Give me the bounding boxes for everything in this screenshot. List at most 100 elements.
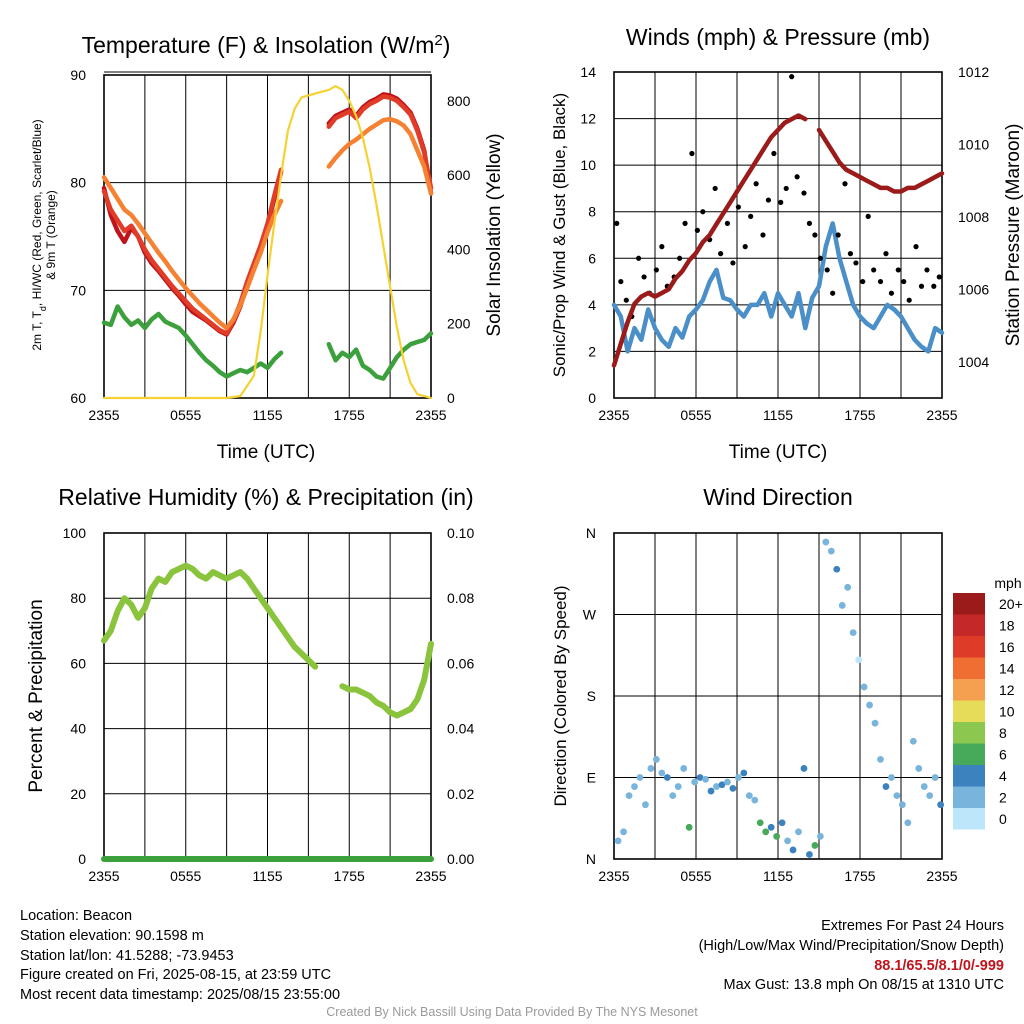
gust-point bbox=[765, 197, 772, 203]
colorbar-swatch bbox=[953, 636, 985, 658]
colorbar-label: 2 bbox=[999, 790, 1007, 806]
y-right-tick-label: 0.08 bbox=[447, 590, 474, 606]
gust-point bbox=[817, 255, 823, 261]
colorbar-swatch bbox=[953, 722, 985, 744]
direction-point bbox=[893, 792, 901, 800]
direction-point bbox=[713, 783, 720, 790]
gust-point bbox=[871, 267, 877, 273]
winds-title: Winds (mph) & Pressure (mb) bbox=[626, 24, 930, 50]
direction-point bbox=[707, 787, 715, 795]
colorbar-label: 10 bbox=[999, 704, 1015, 720]
y-tick-label: 20 bbox=[70, 786, 86, 802]
latlon-text: Station lat/lon: 41.5288; -73.9453 bbox=[20, 947, 234, 964]
direction-point bbox=[904, 819, 912, 827]
direction-point bbox=[800, 765, 808, 772]
colorbar-title: mph bbox=[994, 575, 1021, 591]
extremes-info: Extremes For Past 24 Hours (High/Low/Max… bbox=[699, 917, 1004, 996]
x-tick-label: 0555 bbox=[680, 407, 711, 423]
direction-point bbox=[937, 801, 945, 809]
gust-point bbox=[636, 255, 642, 261]
direction-point bbox=[702, 775, 709, 783]
y-right-tick-label: 200 bbox=[447, 316, 471, 332]
colorbar-swatch bbox=[953, 786, 985, 808]
direction-point bbox=[724, 778, 731, 786]
colorbar-label: 0 bbox=[999, 811, 1007, 827]
gust-point bbox=[778, 199, 784, 205]
gust-point bbox=[936, 274, 942, 280]
direction-point bbox=[915, 765, 923, 772]
y-tick-label: 0 bbox=[78, 851, 86, 867]
y-tick-label: 10 bbox=[580, 157, 596, 173]
colorbar-swatch bbox=[953, 743, 985, 765]
gust-point bbox=[682, 220, 688, 226]
x-tick-label: 2355 bbox=[88, 868, 119, 884]
colorbar-swatch bbox=[953, 614, 985, 636]
gust-point bbox=[801, 190, 807, 196]
y-tick-label: 60 bbox=[70, 390, 86, 406]
colorbar-swatch bbox=[953, 765, 985, 787]
gust-point bbox=[618, 278, 624, 285]
direction-point bbox=[931, 774, 939, 781]
direction-point bbox=[816, 832, 824, 840]
gust-point bbox=[888, 290, 895, 296]
gust-point bbox=[847, 251, 854, 257]
winds-ylabel-right: Station Pressure (Maroon) bbox=[1003, 124, 1024, 347]
gust-point bbox=[789, 74, 795, 80]
temperature-panel: Temperature (F) & Insolation (W/m2) Sola… bbox=[30, 32, 505, 464]
gust-point bbox=[877, 278, 884, 285]
colorbar-swatch bbox=[953, 700, 985, 722]
extremes-values: 88.1/65.5/8.1/0/-999 bbox=[874, 957, 1004, 974]
gust-point bbox=[753, 181, 759, 187]
series-line-0 bbox=[611, 221, 945, 354]
y-tick-label: 6 bbox=[588, 250, 596, 266]
plot-frame bbox=[103, 74, 432, 399]
elevation-text: Station elevation: 90.1598 m bbox=[20, 927, 204, 944]
gust-point bbox=[812, 232, 818, 238]
x-tick-label: 1155 bbox=[252, 868, 282, 884]
temperature-xlabel: Time (UTC) bbox=[217, 442, 316, 463]
y-tick-label: 80 bbox=[70, 175, 86, 191]
direction-point bbox=[620, 828, 627, 836]
direction-point bbox=[822, 538, 830, 546]
series-line-4 bbox=[102, 85, 433, 400]
y-tick-label: 60 bbox=[70, 655, 86, 671]
gust-point bbox=[913, 244, 919, 250]
x-tick-label: 1755 bbox=[844, 868, 875, 884]
colorbar-swatch bbox=[953, 679, 985, 701]
gust-point bbox=[712, 185, 718, 192]
max-gust-text: Max Gust: 13.8 mph On 08/15 at 1310 UTC bbox=[723, 977, 1004, 994]
gust-point bbox=[742, 244, 748, 250]
y-right-tick-label: 1010 bbox=[958, 136, 989, 152]
colorbar-swatch bbox=[953, 808, 985, 830]
direction-point bbox=[647, 765, 655, 772]
direction-point bbox=[866, 701, 873, 709]
direction-point bbox=[773, 832, 781, 840]
direction-point bbox=[674, 783, 682, 790]
y-right-tick-label: 0.04 bbox=[447, 721, 474, 737]
direction-point bbox=[636, 774, 644, 781]
gust-point bbox=[806, 220, 813, 226]
direction-point bbox=[734, 774, 742, 781]
winds-ylabel-left: Sonic/Prop Wind & Gust (Blue, Black) bbox=[550, 93, 569, 377]
svg-text:2m T, Td, HI/WC (Red, Green, S: 2m T, Td, HI/WC (Red, Green, Scarlet/Blu… bbox=[30, 119, 48, 350]
colorbar-label: 14 bbox=[999, 661, 1015, 677]
direction-point bbox=[729, 784, 737, 792]
direction-point bbox=[909, 737, 917, 745]
extremes-title: Extremes For Past 24 Hours bbox=[821, 918, 1004, 934]
y-tick-label: 14 bbox=[580, 64, 596, 80]
y-right-tick-label: 1006 bbox=[958, 281, 989, 297]
direction-point bbox=[745, 792, 753, 800]
series-line-2 bbox=[101, 116, 434, 331]
gust-point bbox=[830, 290, 836, 296]
gust-point bbox=[865, 213, 871, 219]
y-tick-label: N bbox=[586, 525, 596, 541]
direction-point bbox=[795, 828, 802, 836]
x-tick-label: 0555 bbox=[680, 868, 711, 884]
y-tick-label: 8 bbox=[588, 204, 596, 220]
credit-text: Created By Nick Bassill Using Data Provi… bbox=[326, 1005, 698, 1019]
colorbar-swatch bbox=[953, 657, 985, 679]
gust-point bbox=[853, 260, 859, 266]
direction-point bbox=[696, 774, 704, 781]
direction-point bbox=[642, 801, 649, 809]
gust-point bbox=[735, 204, 741, 210]
